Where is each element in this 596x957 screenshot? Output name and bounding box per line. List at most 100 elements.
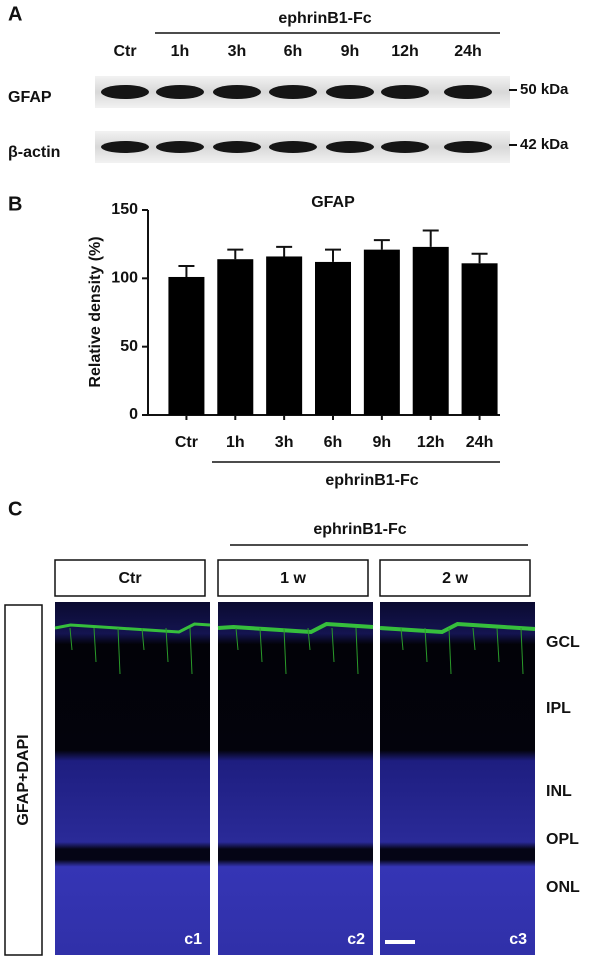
row-label: GFAP+DAPI [15, 734, 32, 825]
gfap-fibers [379, 621, 536, 635]
error-bar [373, 239, 390, 250]
blot-band [381, 85, 429, 99]
blot-band [444, 141, 492, 153]
chart-title: GFAP [311, 194, 355, 211]
western-blot: Ctr 1h 3h 6h 9h 12h 24h GFAP 50 kDa β-actin 42 kDa [8, 43, 569, 163]
blot-band [213, 85, 261, 99]
lane-label: 12h [391, 43, 419, 60]
x-tick-label: 1h [226, 434, 245, 451]
gfap-process [69, 627, 73, 651]
bar [168, 276, 205, 415]
column-label: 2 w [442, 570, 468, 587]
gfap-process [189, 627, 193, 675]
lane-label: 24h [454, 43, 482, 60]
lane-label: 9h [341, 43, 360, 60]
blot-band [101, 141, 149, 153]
layer-label: IPL [546, 700, 571, 717]
micrograph [218, 602, 373, 955]
x-tick-label: Ctr [175, 434, 198, 451]
bar [412, 246, 449, 415]
column-label: Ctr [118, 570, 141, 587]
lane-label: 3h [228, 43, 247, 60]
gfap-process [117, 627, 121, 675]
y-tick-label: 50 [120, 338, 138, 355]
y-axis-label: Relative density (%) [87, 236, 104, 387]
micrographs: Ctr c1 1 w c2 2 w c3 GCL IPL INL OPL ONL [54, 559, 580, 955]
bar [315, 261, 351, 415]
gfap-process [307, 627, 311, 651]
blot-band [326, 141, 374, 153]
marker-label: 50 kDa [520, 81, 569, 98]
layer-label: GCL [546, 634, 580, 651]
marker-label: 42 kDa [520, 136, 569, 153]
gfap-process [448, 627, 452, 675]
panel-label: A [8, 3, 22, 25]
error-bar [178, 265, 195, 277]
gfap-process [283, 627, 287, 675]
layer-label: ONL [546, 879, 580, 896]
scale-bar [385, 940, 415, 944]
image-label: c1 [184, 931, 202, 948]
y-tick-label: 150 [111, 201, 138, 218]
lane-label: 1h [171, 43, 190, 60]
gfap-process [259, 627, 263, 663]
row-label: GFAP [8, 89, 52, 106]
blot-band [101, 85, 149, 99]
blot-band [381, 141, 429, 153]
group-label: ephrinB1-Fc [278, 10, 371, 27]
error-bar [325, 248, 341, 262]
column-label-box [379, 559, 531, 597]
gfap-process [424, 627, 428, 663]
blot-band [269, 85, 317, 99]
gfap-process [235, 627, 239, 651]
y-tick-label: 0 [129, 406, 138, 423]
image-label: c2 [347, 931, 365, 948]
gfap-process [141, 627, 145, 651]
error-bar [276, 245, 293, 257]
column-label: 1 w [280, 570, 306, 587]
lane-label: Ctr [113, 43, 136, 60]
blot-band [156, 85, 204, 99]
lane-label: 6h [284, 43, 303, 60]
gfap-fibers [217, 621, 374, 635]
blot-band [269, 141, 317, 153]
gfap-fibers [54, 622, 211, 634]
image-label: c3 [509, 931, 527, 948]
gfap-process [355, 627, 359, 675]
column-label-box [217, 559, 369, 597]
bar [217, 259, 254, 415]
gfap-process [93, 627, 97, 663]
bar-chart: 0 50 100 150 Ctr 1h 3h 6h 9h 12h 24h [111, 201, 500, 451]
group-label: ephrinB1-Fc [325, 472, 418, 489]
panel-label: B [8, 193, 22, 215]
layer-label: INL [546, 783, 572, 800]
gfap-process [331, 627, 335, 663]
error-bar [471, 252, 488, 264]
bar [266, 256, 303, 415]
panel-label: C [8, 498, 22, 520]
bar [461, 263, 498, 415]
layer-label: OPL [546, 831, 579, 848]
blot-band [156, 141, 204, 153]
gfap-process [165, 627, 169, 663]
gfap-process [496, 627, 500, 663]
row-label: β-actin [8, 144, 60, 161]
blot-band [444, 85, 492, 99]
blot-band [213, 141, 261, 153]
gfap-process [400, 627, 404, 651]
x-tick-label: 3h [275, 434, 294, 451]
gfap-process [472, 627, 476, 651]
gfap-process [520, 627, 524, 675]
row-label-box [4, 604, 43, 956]
bar [363, 249, 400, 415]
x-tick-label: 24h [466, 434, 494, 451]
group-label: ephrinB1-Fc [313, 521, 406, 538]
y-tick-label: 100 [111, 270, 138, 287]
x-tick-label: 6h [324, 434, 343, 451]
blot-band [326, 85, 374, 99]
x-tick-label: 9h [373, 434, 392, 451]
x-tick-label: 12h [417, 434, 445, 451]
micrograph [55, 602, 210, 955]
column-label-box [54, 559, 206, 597]
